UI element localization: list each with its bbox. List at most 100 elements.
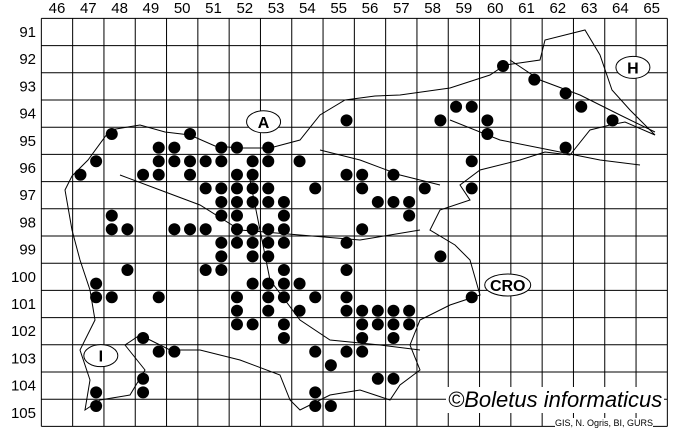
- occurrence-dot: [230, 196, 243, 208]
- occurrence-dot: [246, 318, 259, 331]
- occurrence-dot: [277, 223, 290, 236]
- row-label: 93: [19, 78, 36, 95]
- row-label: 96: [19, 160, 36, 177]
- occurrence-dot: [309, 386, 322, 399]
- occurrence-dot: [277, 332, 290, 344]
- occurrence-dot: [559, 141, 572, 154]
- occurrence-dot: [215, 196, 228, 208]
- country-label-ellipse: [484, 273, 532, 297]
- column-label: 47: [80, 0, 97, 17]
- column-label: 63: [581, 0, 598, 17]
- row-label: 97: [19, 187, 36, 204]
- occurrence-dot: [356, 318, 369, 331]
- occurrence-dot: [246, 250, 259, 263]
- occurrence-dot: [387, 332, 400, 344]
- column-label: 49: [143, 0, 160, 17]
- occurrence-dot: [246, 223, 259, 236]
- occurrence-dot: [387, 304, 400, 317]
- occurrence-dots: [74, 60, 619, 412]
- occurrence-dot: [230, 223, 243, 236]
- occurrence-dot: [199, 223, 212, 236]
- occurrence-dot: [215, 141, 228, 154]
- row-labels: 91 92 93 94 95 96 97 98 99 100 101 102 103 104 105: [11, 24, 36, 422]
- occurrence-dot: [215, 236, 228, 249]
- occurrence-dot: [246, 168, 259, 181]
- occurrence-dot: [277, 264, 290, 276]
- occurrence-dot: [152, 141, 165, 154]
- occurrence-dot: [606, 114, 619, 127]
- occurrence-dot: [215, 182, 228, 195]
- country-label: CRO: [490, 278, 526, 295]
- occurrence-dot: [356, 168, 369, 181]
- occurrence-dot: [105, 223, 118, 236]
- occurrence-dot: [403, 209, 416, 222]
- occurrence-dot: [324, 359, 337, 372]
- occurrence-dot: [246, 155, 259, 168]
- occurrence-dot: [309, 345, 322, 358]
- occurrence-dot: [277, 277, 290, 290]
- occurrence-dot: [152, 291, 165, 304]
- column-label: 60: [487, 0, 504, 17]
- occurrence-dot: [137, 372, 150, 385]
- occurrence-dot: [309, 291, 322, 304]
- row-label: 98: [19, 214, 36, 231]
- occurrence-dot: [465, 291, 478, 304]
- column-label: 53: [268, 0, 285, 17]
- column-label: 65: [643, 0, 660, 17]
- country-label: H: [627, 60, 639, 77]
- occurrence-dot: [528, 73, 541, 86]
- occurrence-dot: [340, 168, 353, 181]
- occurrence-dot: [293, 277, 306, 290]
- country-label: A: [258, 115, 270, 132]
- occurrence-dot: [90, 386, 103, 399]
- country-label-ellipse: [246, 110, 282, 134]
- occurrence-dot: [215, 155, 228, 168]
- occurrence-dot: [152, 168, 165, 181]
- occurrence-dot: [403, 318, 416, 331]
- occurrence-dot: [230, 304, 243, 317]
- occurrence-dot: [340, 304, 353, 317]
- column-label: 52: [236, 0, 253, 17]
- occurrence-dot: [262, 223, 275, 236]
- occurrence-dot: [403, 196, 416, 208]
- occurrence-dot: [90, 400, 103, 412]
- occurrence-dot: [262, 141, 275, 154]
- column-label: 55: [330, 0, 347, 17]
- occurrence-dot: [121, 223, 134, 236]
- occurrence-dot: [340, 291, 353, 304]
- occurrence-dot: [371, 196, 384, 208]
- occurrence-dot: [168, 345, 181, 358]
- occurrence-dot: [90, 291, 103, 304]
- row-label: 101: [11, 296, 36, 313]
- occurrence-dot: [137, 386, 150, 399]
- row-label: 103: [11, 350, 36, 367]
- occurrence-dot: [262, 236, 275, 249]
- occurrence-dot: [230, 236, 243, 249]
- occurrence-dot: [387, 372, 400, 385]
- occurrence-dot: [199, 264, 212, 276]
- occurrence-dot: [575, 100, 588, 113]
- row-label: 102: [11, 323, 36, 340]
- occurrence-dot: [340, 264, 353, 276]
- occurrence-dot: [371, 372, 384, 385]
- occurrence-dot: [465, 182, 478, 195]
- occurrence-dot: [230, 141, 243, 154]
- occurrence-dot: [74, 168, 87, 181]
- occurrence-dot: [465, 100, 478, 113]
- occurrence-dot: [262, 196, 275, 208]
- occurrence-dot: [184, 128, 197, 140]
- occurrence-dot: [262, 304, 275, 317]
- occurrence-dot: [356, 182, 369, 195]
- column-label: 62: [549, 0, 566, 17]
- occurrence-dot: [481, 114, 494, 127]
- occurrence-dot: [90, 277, 103, 290]
- column-label: 56: [362, 0, 379, 17]
- occurrence-dot: [387, 318, 400, 331]
- occurrence-dot: [184, 223, 197, 236]
- occurrence-dot: [246, 182, 259, 195]
- occurrence-dot: [340, 114, 353, 127]
- row-label: 104: [11, 378, 36, 395]
- occurrence-dot: [293, 155, 306, 168]
- column-label: 58: [424, 0, 441, 17]
- occurrence-dot: [434, 250, 447, 263]
